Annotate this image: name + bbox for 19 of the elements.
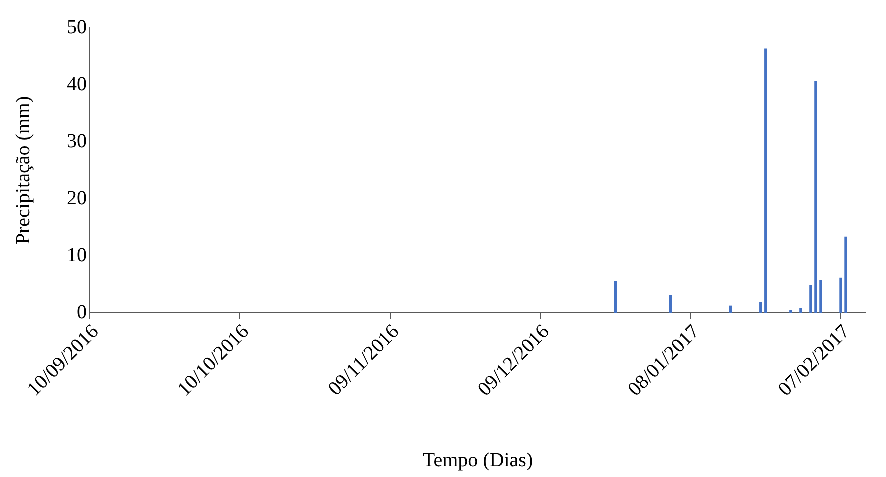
bar [820, 280, 822, 313]
y-tick-label: 20 [67, 187, 87, 210]
bar [669, 295, 672, 313]
bar [844, 236, 848, 313]
bar [764, 48, 768, 313]
bar [814, 81, 818, 313]
y-tick-label: 10 [67, 244, 87, 266]
bar [810, 285, 812, 313]
y-tick-label: 0 [77, 301, 87, 324]
y-axis-title: Precipitação (mm) [12, 96, 34, 245]
y-tick-label: 30 [67, 130, 87, 152]
y-tick-label: 40 [67, 73, 87, 96]
bar [614, 281, 618, 313]
bar [729, 306, 732, 313]
bar [800, 308, 802, 313]
y-tick-label: 50 [67, 16, 87, 38]
x-axis-title: Tempo (Dias) [422, 449, 534, 472]
bar [840, 278, 842, 313]
bar [760, 302, 762, 313]
